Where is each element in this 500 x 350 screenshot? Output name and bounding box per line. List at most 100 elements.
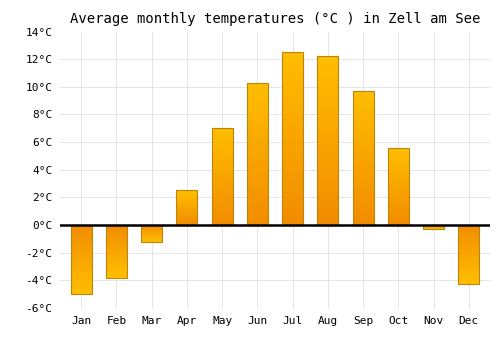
- Bar: [318, 110, 338, 114]
- Bar: [388, 157, 409, 159]
- Bar: [212, 159, 233, 161]
- Bar: [212, 157, 233, 159]
- Bar: [212, 167, 233, 169]
- Bar: [176, 209, 198, 210]
- Bar: [247, 120, 268, 122]
- Bar: [282, 204, 303, 208]
- Bar: [282, 156, 303, 159]
- Bar: [106, 237, 127, 238]
- Bar: [388, 196, 409, 197]
- Bar: [318, 195, 338, 198]
- Bar: [70, 254, 92, 256]
- Bar: [212, 169, 233, 171]
- Bar: [388, 219, 409, 220]
- Bar: [106, 261, 127, 262]
- Bar: [318, 141, 338, 144]
- Bar: [212, 148, 233, 149]
- Bar: [388, 173, 409, 174]
- Bar: [70, 238, 92, 239]
- Bar: [247, 85, 268, 88]
- Bar: [247, 83, 268, 225]
- Bar: [282, 139, 303, 142]
- Bar: [352, 104, 374, 107]
- Bar: [458, 244, 479, 245]
- Bar: [458, 267, 479, 268]
- Bar: [352, 155, 374, 158]
- Bar: [318, 80, 338, 83]
- Bar: [388, 216, 409, 217]
- Bar: [318, 100, 338, 104]
- Bar: [106, 254, 127, 256]
- Bar: [318, 114, 338, 117]
- Bar: [247, 174, 268, 177]
- Bar: [106, 244, 127, 245]
- Bar: [247, 199, 268, 202]
- Bar: [282, 104, 303, 107]
- Bar: [318, 124, 338, 127]
- Bar: [388, 224, 409, 225]
- Bar: [388, 220, 409, 222]
- Bar: [106, 238, 127, 239]
- Bar: [212, 178, 233, 181]
- Bar: [212, 171, 233, 173]
- Bar: [106, 252, 127, 253]
- Bar: [212, 221, 233, 223]
- Bar: [247, 94, 268, 97]
- Bar: [318, 73, 338, 77]
- Bar: [458, 281, 479, 282]
- Bar: [70, 260, 92, 261]
- Bar: [352, 214, 374, 217]
- Bar: [318, 93, 338, 97]
- Bar: [106, 227, 127, 228]
- Bar: [458, 250, 479, 251]
- Bar: [212, 128, 233, 225]
- Bar: [247, 148, 268, 151]
- Bar: [458, 276, 479, 277]
- Bar: [458, 261, 479, 262]
- Bar: [212, 128, 233, 130]
- Bar: [458, 246, 479, 248]
- Bar: [318, 90, 338, 93]
- Bar: [247, 114, 268, 117]
- Bar: [212, 161, 233, 163]
- Bar: [458, 243, 479, 244]
- Bar: [388, 148, 409, 149]
- Bar: [352, 212, 374, 214]
- Bar: [70, 258, 92, 260]
- Bar: [212, 202, 233, 204]
- Bar: [176, 215, 198, 216]
- Bar: [176, 204, 198, 205]
- Bar: [352, 196, 374, 198]
- Bar: [352, 126, 374, 128]
- Bar: [176, 214, 198, 215]
- Bar: [70, 271, 92, 272]
- Bar: [247, 105, 268, 108]
- Bar: [282, 121, 303, 125]
- Bar: [176, 220, 198, 221]
- Bar: [458, 254, 479, 255]
- Bar: [176, 196, 198, 197]
- Bar: [282, 166, 303, 170]
- Bar: [282, 218, 303, 222]
- Bar: [247, 191, 268, 194]
- Bar: [458, 252, 479, 254]
- Bar: [176, 206, 198, 207]
- Bar: [352, 180, 374, 182]
- Bar: [70, 240, 92, 241]
- Bar: [282, 142, 303, 146]
- Bar: [282, 159, 303, 163]
- Bar: [318, 168, 338, 171]
- Bar: [106, 273, 127, 274]
- Bar: [212, 214, 233, 215]
- Bar: [458, 270, 479, 271]
- Bar: [212, 190, 233, 192]
- Bar: [458, 279, 479, 280]
- Bar: [388, 174, 409, 175]
- Bar: [176, 190, 198, 191]
- Bar: [458, 273, 479, 274]
- Bar: [70, 248, 92, 250]
- Bar: [282, 59, 303, 63]
- Bar: [247, 154, 268, 157]
- Bar: [176, 199, 198, 200]
- Bar: [388, 177, 409, 178]
